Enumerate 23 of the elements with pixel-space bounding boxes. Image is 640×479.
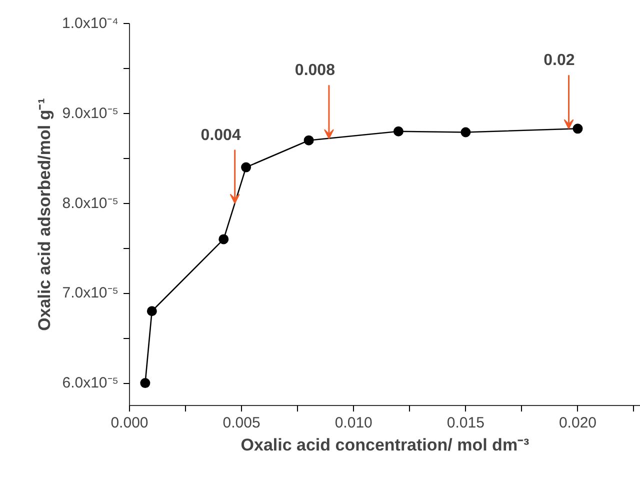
- y-tick-label: 1.0x10⁻⁴: [62, 15, 118, 32]
- point: [460, 127, 471, 138]
- point: [572, 124, 583, 134]
- x-tick-label: 0.000: [110, 414, 148, 432]
- point: [304, 135, 314, 146]
- x-tick-label: 0.010: [334, 414, 372, 432]
- x-tick-label: 0.015: [446, 414, 484, 432]
- x-tick-label: 0.005: [222, 414, 260, 432]
- y-tick-label: 7.0x10⁻⁵: [62, 284, 119, 302]
- y-axis-title: Oxalic acid adsorbed/mol g⁻¹: [35, 98, 54, 331]
- point: [241, 162, 252, 172]
- x-tick-label: 0.020: [558, 414, 597, 432]
- point: [140, 378, 150, 388]
- point: [393, 126, 404, 136]
- y-tick-label: 9.0x10⁻⁵: [62, 104, 119, 122]
- annotation: 0.02: [544, 52, 575, 70]
- y-tick-label: 8.0x10⁻⁵: [62, 194, 119, 212]
- point: [218, 234, 229, 244]
- annotation: 0.004: [200, 126, 241, 144]
- y-tick-label: 6.0x10⁻⁵: [62, 374, 119, 392]
- point: [146, 306, 157, 316]
- annotation: 0.008: [294, 62, 336, 80]
- x-axis-title: Oxalic acid concentration/ mol dm⁻³: [240, 436, 530, 454]
